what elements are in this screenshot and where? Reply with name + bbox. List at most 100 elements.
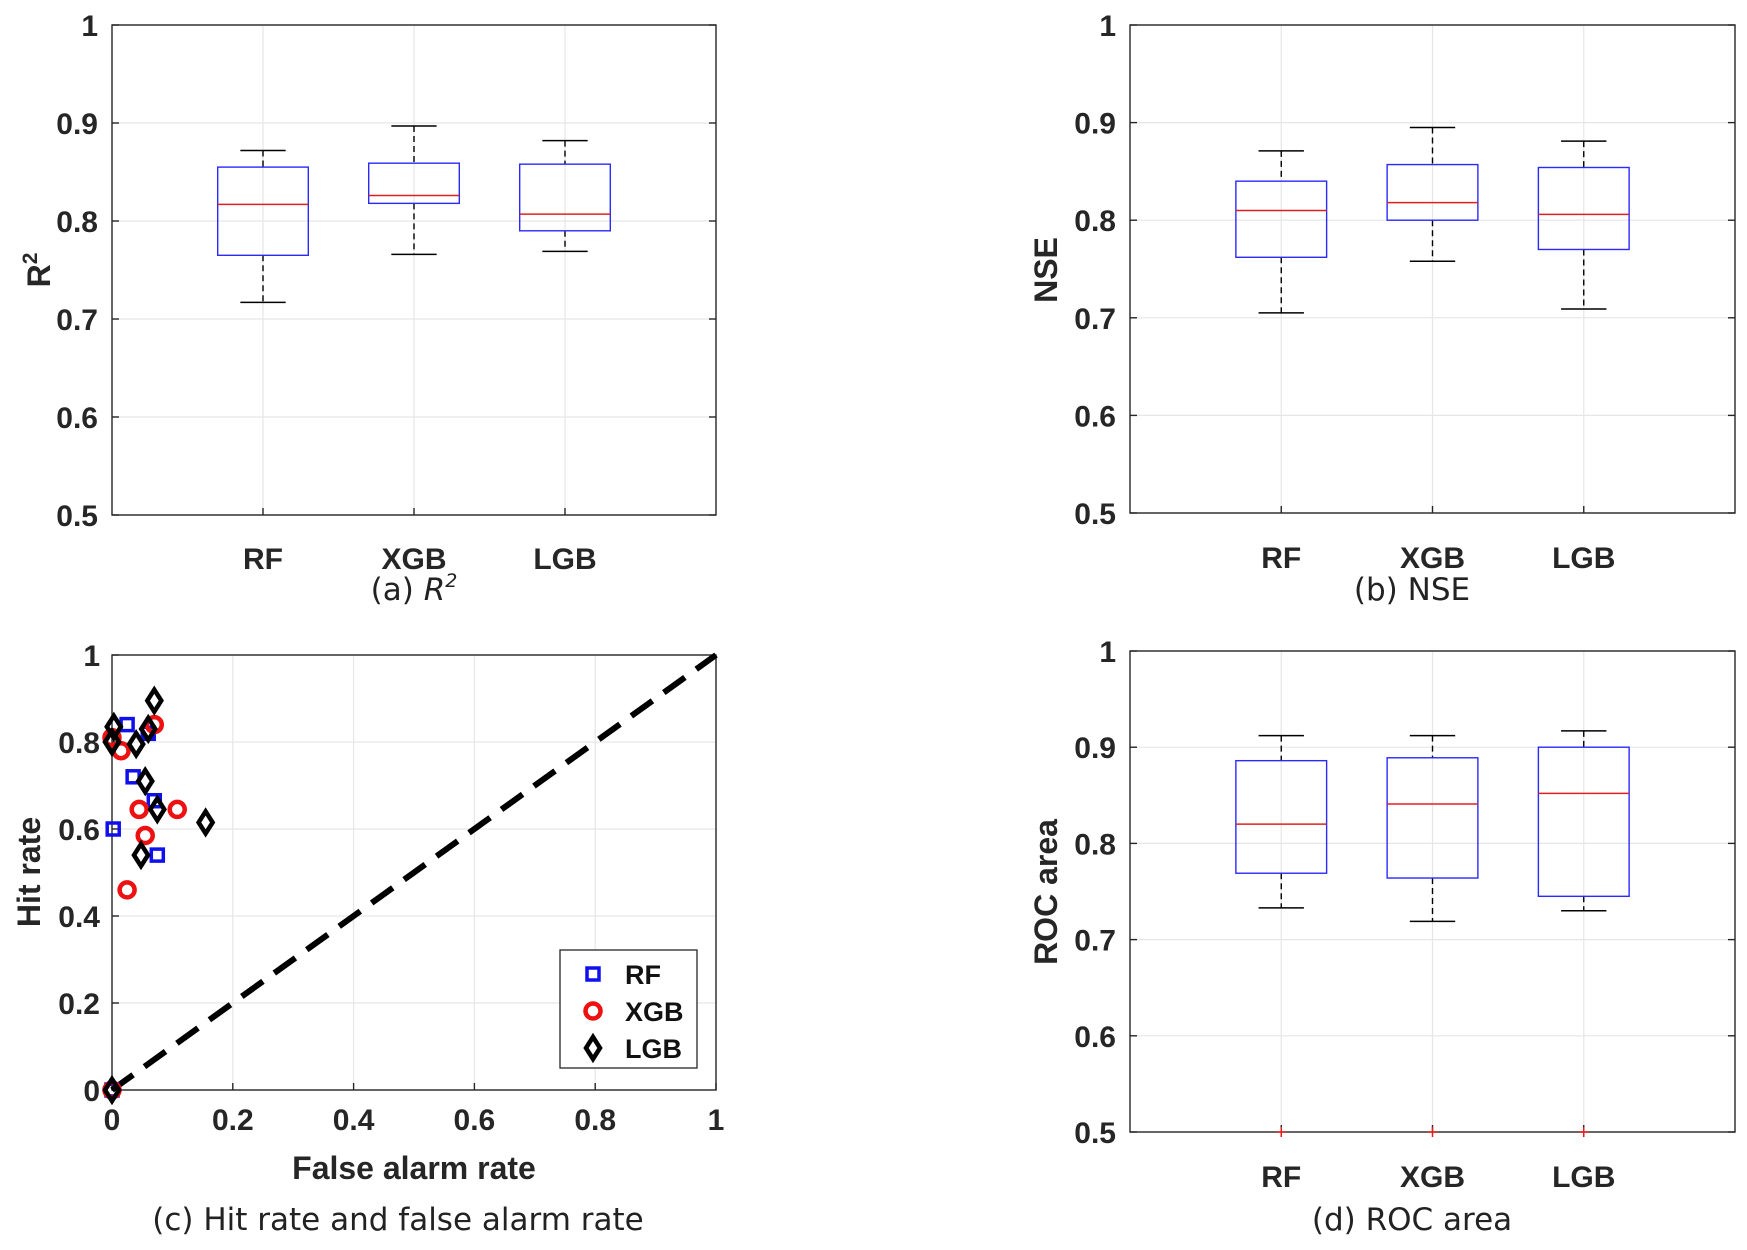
caption-superscript: 2 [445, 570, 457, 592]
caption-text: (b) NSE [1354, 572, 1470, 608]
box-rf [1235, 150, 1328, 314]
y-axis-label: Hit rate [11, 817, 47, 927]
y-tick-label: 0.7 [56, 304, 98, 337]
caption-text: (a) [371, 572, 424, 608]
x-tick-label: LGB [1552, 1161, 1615, 1194]
legend-marker-lgb [583, 1032, 603, 1064]
axes-frame [111, 654, 717, 1091]
iqr-box [1235, 759, 1328, 874]
y-tick-label: 1 [83, 640, 100, 673]
legend-label-rf: RF [625, 960, 661, 990]
y-tick-label: 0.5 [1074, 498, 1116, 531]
panel-caption: (a) R2 [371, 570, 458, 608]
y-tick-label: 0.5 [56, 500, 98, 533]
y-tick-label: 0.4 [58, 901, 100, 934]
panel-caption: (b) NSE [1354, 572, 1470, 608]
lgb-point [144, 685, 164, 716]
lgb-point [138, 713, 158, 745]
x-tick-label: 0.4 [333, 1104, 375, 1137]
y-tick-label: 0.7 [1074, 925, 1116, 958]
x-tick-label: RF [1261, 542, 1301, 575]
diagonal-reference-line [110, 652, 718, 1093]
panel-caption: (c) Hit rate and false alarm rate [152, 1202, 643, 1238]
lgb-point [102, 726, 122, 758]
xgb-point [117, 880, 137, 900]
caption-text: (d) ROC area [1312, 1202, 1512, 1238]
iqr-box [368, 162, 461, 205]
x-tick-label: LGB [1552, 542, 1615, 575]
y-axis-label: NSE [1028, 237, 1064, 303]
iqr-box [1537, 746, 1630, 898]
rf-point [149, 847, 166, 863]
y-tick-label: 0.9 [1074, 108, 1116, 141]
y-axis-label-superscript: 2 [19, 253, 42, 265]
iqr-box [1386, 757, 1479, 879]
y-tick-label: 0.8 [1074, 205, 1116, 238]
x-tick-label: XGB [1400, 542, 1465, 575]
iqr-box [1537, 166, 1630, 251]
iqr-box [1235, 180, 1328, 258]
legend-marker-rf [585, 966, 601, 982]
x-axis-label: False alarm rate [292, 1150, 536, 1186]
box-rf [216, 149, 309, 304]
iqr-box [216, 166, 309, 257]
x-tick-label: 0.8 [574, 1104, 616, 1137]
outlier-marker [1276, 1127, 1287, 1137]
box-xgb [1386, 734, 1479, 1137]
y-tick-label: 0.7 [1074, 303, 1116, 336]
box-lgb [519, 139, 612, 253]
x-tick-label: 0.2 [212, 1104, 254, 1137]
y-tick-label: 0.2 [58, 988, 100, 1021]
lgb-point [131, 839, 151, 871]
series-lgb [102, 685, 216, 1106]
legend-label-xgb: XGB [625, 997, 684, 1027]
y-axis-label: ROC area [1028, 819, 1064, 965]
lgb-point [126, 728, 146, 760]
lgb-point [135, 765, 155, 797]
lgb-point [147, 794, 167, 825]
series-rf [104, 716, 166, 1098]
legend-marker-xgb [583, 1001, 603, 1021]
y-tick-label: 1 [1099, 10, 1116, 43]
y-tick-label: 0.6 [1074, 1021, 1116, 1054]
xgb-point [167, 799, 187, 820]
rf-point [119, 716, 135, 733]
lgb-point [102, 1074, 122, 1106]
y-tick-label: 0.5 [1074, 1117, 1116, 1150]
x-tick-label: RF [1261, 1161, 1301, 1194]
y-axis-label-base: R [21, 264, 57, 287]
panel-caption: (d) ROC area [1312, 1202, 1512, 1238]
xgb-point [135, 825, 155, 846]
x-tick-label: 1 [708, 1104, 725, 1137]
legend: RF XGB LGB [559, 949, 698, 1069]
lgb-point [195, 807, 216, 838]
y-tick-label: 0.6 [58, 814, 100, 847]
iqr-box [1386, 163, 1479, 221]
x-tick-label: 0.6 [454, 1104, 496, 1137]
y-tick-label: 0.9 [1074, 732, 1116, 765]
y-tick-label: 0 [83, 1075, 100, 1108]
xgb-point [129, 799, 149, 820]
x-tick-label: RF [243, 543, 283, 576]
y-tick-label: 0.8 [1074, 828, 1116, 861]
chart-nse-boxplot: 0.5 0.6 0.7 0.8 0.9 1 RF XGB LGB NSE (b) NSE [1028, 10, 1736, 608]
lgb-point [104, 711, 124, 742]
box-rf [1235, 734, 1328, 1137]
box-xgb [368, 125, 461, 256]
x-tick-label: LGB [533, 543, 596, 576]
y-tick-label: 0.8 [58, 727, 100, 760]
x-tick-label: XGB [381, 543, 446, 576]
y-tick-label: 0.6 [56, 402, 98, 435]
y-tick-label: 0.6 [1074, 400, 1116, 433]
y-tick-label: 0.9 [56, 108, 98, 141]
chart-roc-area-boxplot: 0.5 0.6 0.7 0.8 0.9 1 RF XGB LGB ROC area (d) ROC … [1028, 636, 1736, 1238]
caption-text: (c) Hit rate and false alarm rate [152, 1202, 643, 1238]
outlier-marker [1427, 1127, 1438, 1137]
legend-label-lgb: LGB [625, 1034, 682, 1064]
y-tick-label: 1 [81, 10, 98, 43]
x-tick-label: XGB [1400, 1161, 1465, 1194]
box-lgb [1537, 140, 1630, 310]
box-xgb [1386, 126, 1479, 262]
